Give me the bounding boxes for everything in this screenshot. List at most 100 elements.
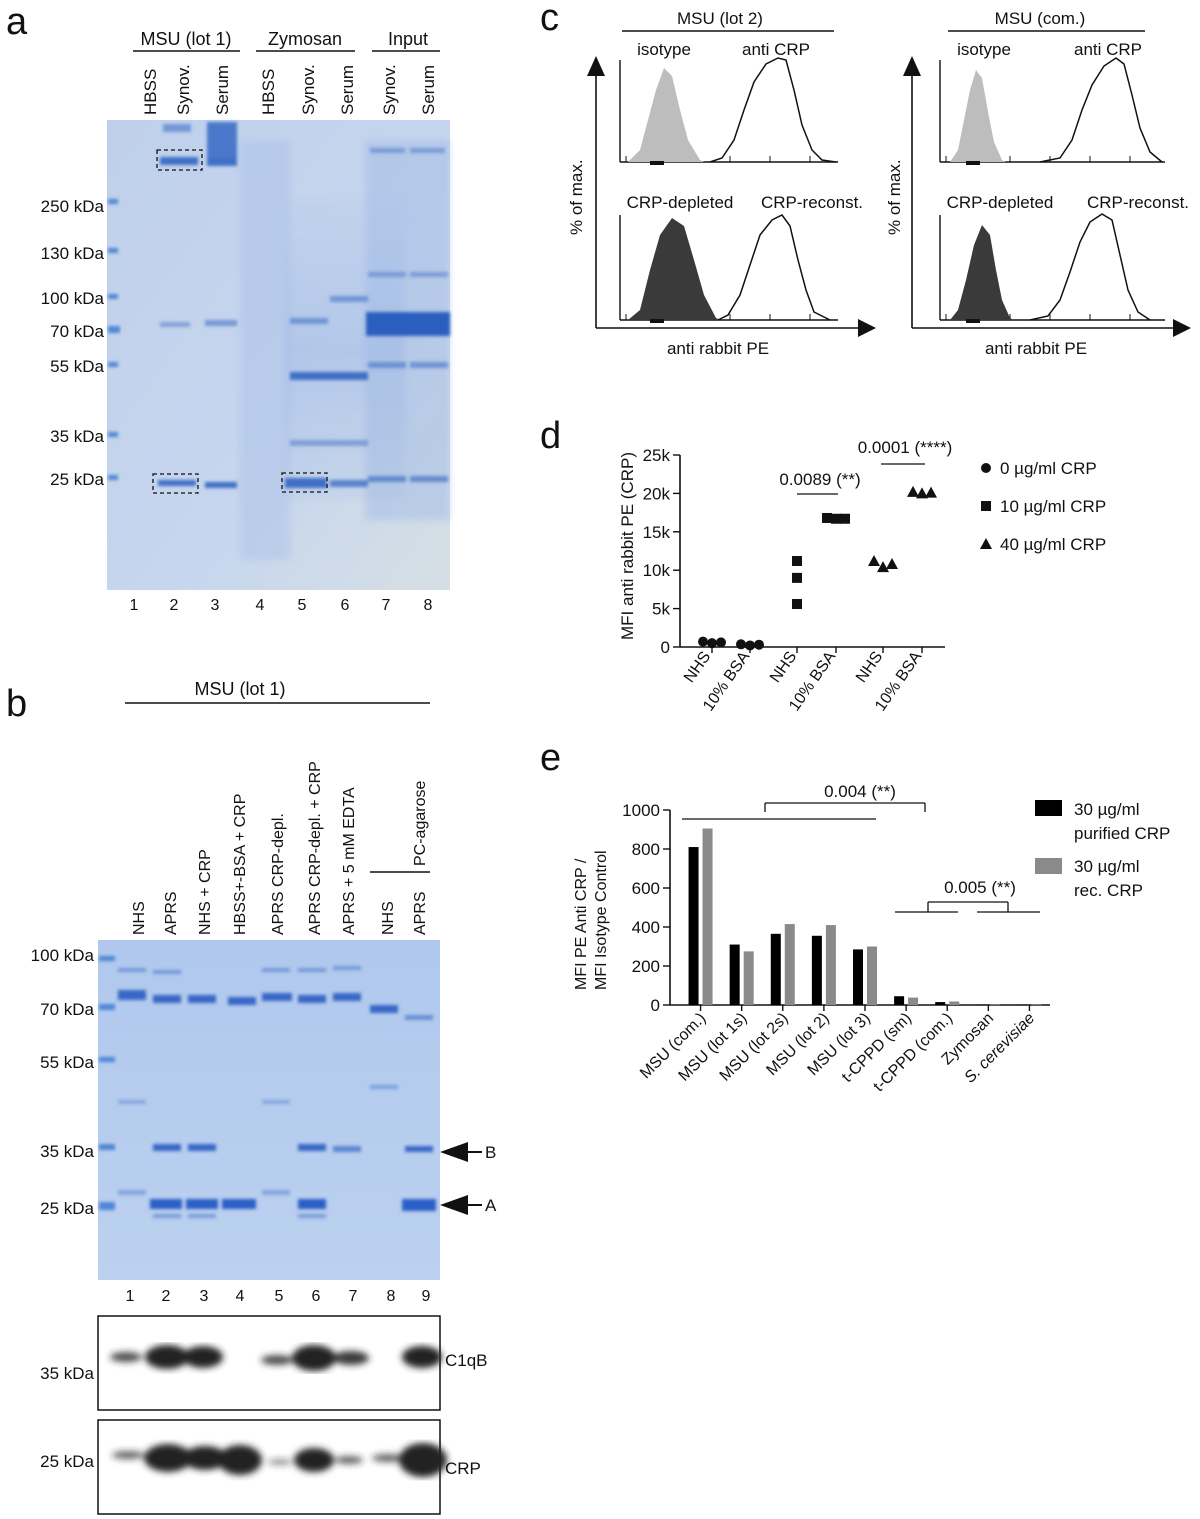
data-point-square [831, 514, 841, 524]
y-axis-label: MFI anti rabbit PE (CRP) [618, 452, 637, 640]
data-point-circle [707, 638, 717, 648]
bar [826, 925, 836, 1005]
bar [976, 1005, 986, 1006]
e-legend: 30 µg/ml purified CRP 30 µg/ml rec. CRP [1035, 800, 1170, 900]
y-axis-label: MFI Isotype Control [593, 850, 610, 990]
lane-number: 5 [298, 597, 307, 614]
y-axis-label: % of max. [567, 159, 586, 235]
blot-crp [98, 1420, 447, 1514]
data-point-triangle [868, 555, 880, 566]
bar [908, 998, 918, 1005]
bar [730, 945, 740, 1005]
bar [990, 1005, 1000, 1006]
legend-label: 0 µg/ml CRP [1000, 459, 1097, 478]
legend-marker-triangle [980, 538, 992, 549]
lane-number: 3 [211, 597, 220, 614]
lane-label: HBSS [259, 69, 278, 115]
anti-crp-histogram [1040, 58, 1162, 162]
y-tick-label: 1000 [622, 801, 660, 820]
lane-label: HBSS+-BSA + CRP [232, 794, 249, 935]
significance-annotation: 0.005 (**) [944, 878, 1016, 897]
bar [785, 924, 795, 1005]
data-point-circle [716, 637, 726, 647]
group-label: MSU (lot 1) [194, 679, 285, 699]
x-axis-label: anti rabbit PE [667, 339, 769, 358]
lane-label: Serum [338, 65, 357, 115]
lane-label: Synov. [380, 64, 399, 115]
lane-number: 8 [387, 1288, 396, 1305]
bar [689, 847, 699, 1005]
y-tick-label: 0 [651, 996, 660, 1015]
e-bars [689, 829, 1042, 1006]
lane-labels: NHS APRS NHS + CRP HBSS+-BSA + CRP APRS … [131, 761, 429, 935]
panel-letter-d: d [540, 415, 561, 457]
legend-marker-square [981, 501, 991, 511]
data-point-circle [745, 640, 755, 650]
legend-swatch-rec [1035, 858, 1062, 874]
marker-label: 100 kDa [31, 946, 95, 965]
x-category-label: NHS [681, 649, 714, 686]
y-tick-label: 20k [643, 484, 671, 503]
marker-label: 25 kDa [40, 1199, 94, 1218]
panel-a: a MSU (lot 1) Zymosan Input HBSS Synov. … [6, 1, 450, 614]
data-point-triangle [886, 558, 898, 569]
lane-number: 5 [275, 1288, 284, 1305]
lane-label: Serum [213, 65, 232, 115]
data-point-square [822, 513, 832, 523]
lane-label: NHS [131, 901, 148, 935]
lane-label: APRS CRP-depl. + CRP [307, 761, 324, 935]
bar [949, 1001, 959, 1005]
legend-label: 10 µg/ml CRP [1000, 497, 1106, 516]
data-point-square [840, 514, 850, 524]
marker-label: 35 kDa [40, 1142, 94, 1161]
panel-d: d MFI anti rabbit PE (CRP) 0 5k 10k 15k 20k 2… [540, 415, 1106, 714]
lane-label: HBSS [141, 69, 160, 115]
d-legend: 0 µg/ml CRP 10 µg/ml CRP 40 µg/ml CRP [980, 459, 1106, 554]
data-point-triangle [925, 487, 937, 498]
y-axis-label: % of max. [885, 159, 904, 235]
y-tick-label: 15k [643, 523, 671, 542]
lane-number: 1 [126, 1288, 135, 1305]
y-tick-label: 5k [652, 600, 670, 619]
histogram-block-com: MSU (com.) isotype anti CRP CRP-depleted… [885, 9, 1191, 358]
marker-label: 130 kDa [41, 244, 105, 263]
gel-image-b [98, 940, 440, 1280]
hist-label: anti CRP [742, 40, 810, 59]
block-title: MSU (lot 2) [677, 9, 763, 28]
depleted-histogram [628, 218, 720, 320]
blot-marker-label: 25 kDa [40, 1452, 94, 1471]
bar [867, 947, 877, 1006]
bar [1017, 1005, 1027, 1006]
lane-label: NHS [380, 901, 397, 935]
blot-label: CRP [445, 1459, 481, 1478]
panel-letter-e: e [540, 737, 561, 779]
lane-labels: HBSS Synov. Serum HBSS Synov. Serum Syno… [141, 64, 438, 115]
lane-label: APRS [412, 891, 429, 935]
lane-number: 6 [312, 1288, 321, 1305]
reconst-histogram [1030, 214, 1150, 320]
lane-label: NHS + CRP [197, 849, 214, 935]
lane-number: 7 [349, 1288, 358, 1305]
panel-e: e MFI PE Anti CRP / MFI Isotype Control … [540, 737, 1170, 1095]
subgroup-label: PC-agarose [412, 781, 429, 866]
data-point-square [792, 556, 802, 566]
group-label: MSU (lot 1) [140, 29, 231, 49]
significance-annotation: 0.004 (**) [824, 782, 896, 801]
group-label: Input [388, 29, 428, 49]
bar [703, 829, 713, 1005]
panel-letter-c: c [540, 0, 559, 39]
data-point-circle [698, 637, 708, 647]
marker-label: 70 kDa [50, 322, 104, 341]
y-tick-label: 200 [632, 957, 660, 976]
hist-label: isotype [957, 40, 1011, 59]
hist-label: CRP-depleted [947, 193, 1054, 212]
arrow-a: A [440, 1195, 497, 1215]
bar [771, 934, 781, 1005]
panel-letter-b: b [6, 683, 27, 725]
marker-label: 250 kDa [41, 197, 105, 216]
e-xlabels: MSU (com.)MSU (lot 1s)MSU (lot 2s)MSU (l… [637, 1010, 1038, 1096]
legend-label: purified CRP [1074, 824, 1170, 843]
lane-number: 9 [422, 1288, 431, 1305]
significance-annotation: 0.0089 (**) [779, 470, 860, 489]
legend-label: 30 µg/ml [1074, 800, 1140, 819]
